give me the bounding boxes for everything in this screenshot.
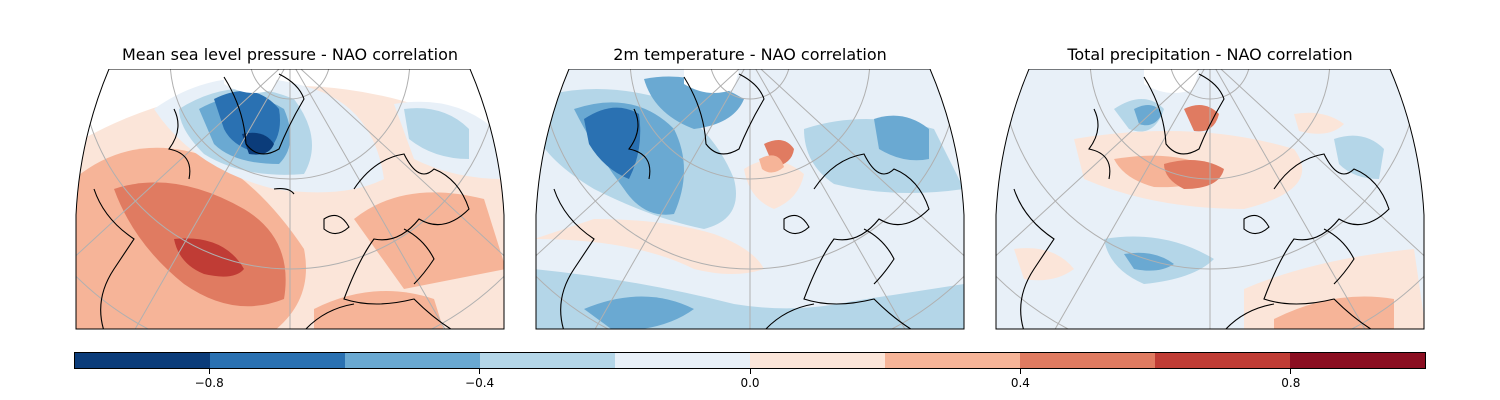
panel-title: Mean sea level pressure - NAO correlatio… bbox=[121, 45, 459, 64]
panel-mslp: Mean sea level pressure - NAO correlatio… bbox=[74, 40, 506, 332]
colorbar-tick-label: −0.4 bbox=[465, 376, 495, 390]
colorbar-tick bbox=[208, 369, 210, 374]
colorbar-segment bbox=[210, 353, 345, 368]
panel-title: Total precipitation - NAO correlation bbox=[1067, 45, 1353, 64]
colorbar-segment bbox=[75, 353, 210, 368]
colorbar-segment bbox=[1290, 353, 1425, 368]
colorbar-segment bbox=[480, 353, 615, 368]
colorbar-tick-label: 0.8 bbox=[1281, 376, 1301, 390]
map-t2m bbox=[535, 69, 965, 330]
colorbar-segment bbox=[1020, 353, 1155, 368]
colorbar-tick bbox=[1019, 369, 1021, 374]
colorbar-segment bbox=[345, 353, 480, 368]
colorbar-tick-label: 0.4 bbox=[1010, 376, 1030, 390]
colorbar-segment bbox=[615, 353, 750, 368]
map-precip bbox=[995, 69, 1425, 330]
map-mslp bbox=[75, 69, 505, 330]
colorbar-tick-label: 0.0 bbox=[740, 376, 760, 390]
colorbar-segment bbox=[1155, 353, 1290, 368]
colorbar bbox=[74, 352, 1426, 369]
colorbar-segment bbox=[885, 353, 1020, 368]
panel-precip: Total precipitation - NAO correlation bbox=[994, 40, 1426, 332]
colorbar-tick bbox=[1290, 369, 1292, 374]
colorbar-segment bbox=[750, 353, 885, 368]
panel-t2m: 2m temperature - NAO correlation bbox=[534, 40, 966, 332]
colorbar-tick bbox=[749, 369, 751, 374]
colorbar-tick-label: −0.8 bbox=[194, 376, 224, 390]
panel-title: 2m temperature - NAO correlation bbox=[613, 45, 887, 64]
colorbar-tick bbox=[479, 369, 481, 374]
